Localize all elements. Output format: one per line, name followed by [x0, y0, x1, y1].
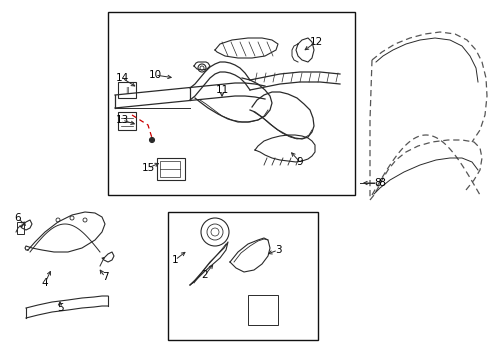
Bar — [118, 82, 136, 98]
Text: 15: 15 — [141, 163, 154, 173]
Text: 3: 3 — [274, 245, 281, 255]
Bar — [168, 212, 317, 340]
Text: 2: 2 — [201, 270, 208, 280]
Text: 6: 6 — [15, 213, 21, 223]
Text: 4: 4 — [41, 278, 48, 288]
Text: 10: 10 — [148, 70, 161, 80]
Text: 8: 8 — [378, 178, 385, 188]
Text: 7: 7 — [102, 272, 108, 282]
Circle shape — [149, 138, 154, 143]
Bar — [17, 222, 24, 234]
Text: ||: || — [124, 86, 129, 94]
Bar — [157, 158, 184, 180]
Bar — [247, 295, 278, 325]
Text: 12: 12 — [309, 37, 322, 47]
Text: 11: 11 — [215, 85, 228, 95]
Bar — [160, 161, 180, 177]
Text: 5: 5 — [57, 303, 63, 313]
Text: 1: 1 — [171, 255, 178, 265]
Bar — [118, 112, 136, 130]
Text: 9: 9 — [296, 157, 303, 167]
Text: 8: 8 — [374, 178, 381, 188]
Text: 14: 14 — [115, 73, 128, 83]
Bar — [108, 12, 354, 195]
Text: 13: 13 — [115, 115, 128, 125]
